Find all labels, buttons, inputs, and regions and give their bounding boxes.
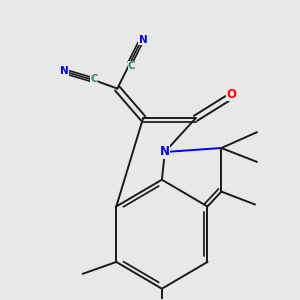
Text: N: N: [60, 66, 69, 76]
Text: O: O: [227, 88, 237, 100]
Text: C: C: [90, 74, 98, 84]
Text: N: N: [139, 35, 147, 45]
Text: C: C: [128, 61, 136, 71]
Text: N: N: [160, 146, 170, 158]
